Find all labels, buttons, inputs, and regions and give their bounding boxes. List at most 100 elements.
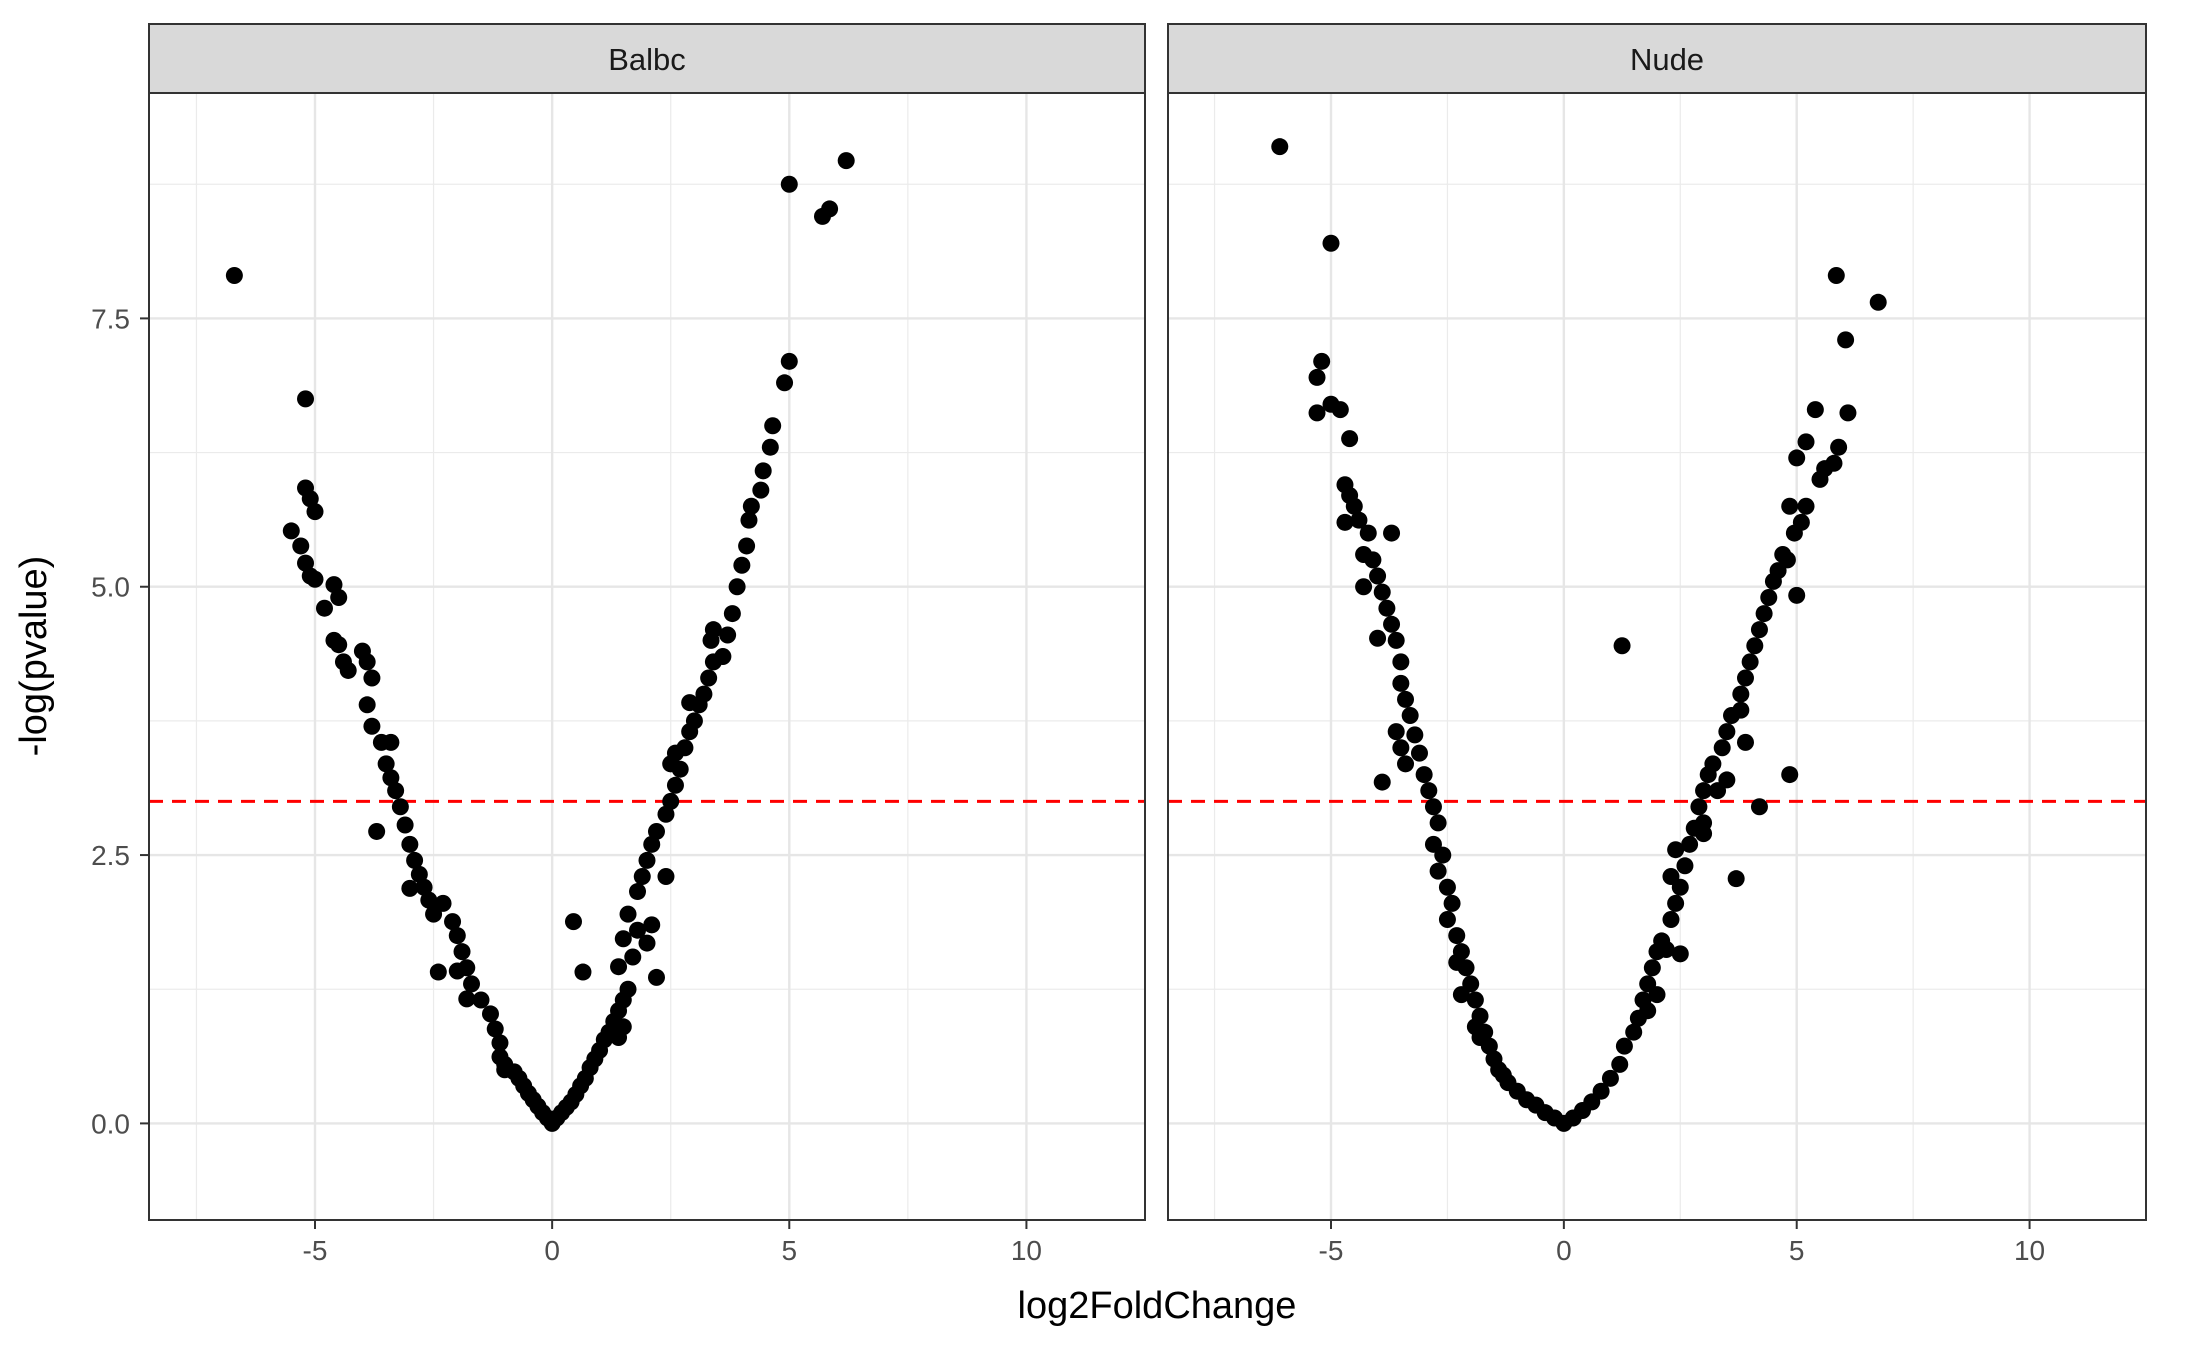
data-point <box>837 152 855 170</box>
data-point <box>1613 637 1631 655</box>
data-point <box>1406 726 1424 744</box>
data-point <box>297 554 315 572</box>
data-point <box>643 835 661 853</box>
data-point <box>719 626 737 644</box>
data-point <box>1662 910 1680 928</box>
data-point <box>225 266 243 284</box>
data-point <box>1839 404 1857 422</box>
data-point <box>1741 653 1759 671</box>
data-point <box>358 696 376 714</box>
data-point <box>306 503 324 521</box>
x-tick-label: 0 <box>544 1235 560 1266</box>
panel-strip-balbc <box>148 23 1146 94</box>
data-point <box>1471 1029 1489 1047</box>
data-point <box>629 883 647 901</box>
data-point <box>1718 723 1736 741</box>
x-tick-label: 10 <box>1011 1235 1042 1266</box>
data-point <box>740 511 758 529</box>
data-point <box>1429 814 1447 832</box>
data-point <box>1434 846 1452 864</box>
data-point <box>363 669 381 687</box>
y-tick-label: 7.5 <box>91 303 130 334</box>
data-point <box>1392 739 1410 757</box>
data-point <box>624 948 642 966</box>
data-point <box>738 537 756 555</box>
data-point <box>1420 782 1438 800</box>
data-point <box>1750 621 1768 639</box>
data-point <box>306 570 324 588</box>
data-point <box>453 943 471 961</box>
data-point <box>662 792 680 810</box>
points-nude <box>1271 138 1887 1132</box>
data-point <box>1373 773 1391 791</box>
data-point <box>429 963 447 981</box>
data-point <box>1429 862 1447 880</box>
data-point <box>1364 551 1382 569</box>
data-point <box>1837 331 1855 349</box>
data-point <box>647 822 665 840</box>
data-point <box>619 905 637 923</box>
x-ticks-balbc: -5 0 5 10 <box>303 1220 1042 1266</box>
data-point <box>1827 266 1845 284</box>
data-point <box>410 865 428 883</box>
data-point <box>1383 615 1401 633</box>
data-point <box>574 963 592 981</box>
data-point <box>1341 430 1359 448</box>
data-point <box>358 653 376 671</box>
data-point <box>1825 454 1843 472</box>
panel-balbc: Balbc -5 0 5 10 <box>148 23 1146 1266</box>
data-point <box>391 798 409 816</box>
data-point <box>1657 941 1675 959</box>
data-point <box>1392 653 1410 671</box>
data-point <box>1345 497 1363 515</box>
data-point <box>629 921 647 939</box>
data-point <box>1457 959 1475 977</box>
data-point <box>780 175 798 193</box>
data-point <box>434 894 452 912</box>
data-point <box>1746 637 1764 655</box>
data-point <box>1750 798 1768 816</box>
data-point <box>733 556 751 574</box>
x-tick-label: -5 <box>303 1235 328 1266</box>
data-point <box>1788 586 1806 604</box>
data-point <box>1755 605 1773 623</box>
data-point <box>1830 438 1848 456</box>
data-point <box>1615 1037 1633 1055</box>
data-point <box>1662 868 1680 886</box>
data-point <box>444 913 462 931</box>
data-point <box>1713 739 1731 757</box>
data-point <box>1704 755 1722 773</box>
data-point <box>1392 674 1410 692</box>
data-point <box>1732 701 1750 719</box>
data-point <box>1369 567 1387 585</box>
y-axis-title: -log(pvalue) <box>13 556 55 757</box>
data-point <box>1671 945 1689 963</box>
panel-title-nude: Nude <box>1630 42 1704 77</box>
data-point <box>1681 835 1699 853</box>
data-point <box>1648 986 1666 1004</box>
data-point <box>1736 669 1754 687</box>
data-point <box>1869 293 1887 311</box>
data-point <box>1466 991 1484 1009</box>
panel-background-balbc <box>149 93 1145 1220</box>
data-point <box>1415 766 1433 784</box>
data-point <box>420 891 438 909</box>
data-point <box>742 497 760 515</box>
data-point <box>780 352 798 370</box>
y-tick-label: 5.0 <box>91 572 130 603</box>
panel-strip-nude <box>1167 23 2147 94</box>
panel-title-balbc: Balbc <box>608 42 686 77</box>
data-point <box>406 851 424 869</box>
data-point <box>1438 910 1456 928</box>
data-point <box>486 1020 504 1038</box>
data-point <box>610 958 628 976</box>
data-point <box>1443 894 1461 912</box>
data-point <box>1424 798 1442 816</box>
data-point <box>1331 401 1349 419</box>
data-point <box>1797 433 1815 451</box>
data-point <box>387 782 405 800</box>
data-point <box>1397 755 1415 773</box>
data-point <box>714 648 732 665</box>
data-point <box>330 636 348 654</box>
data-point <box>1592 1082 1610 1100</box>
